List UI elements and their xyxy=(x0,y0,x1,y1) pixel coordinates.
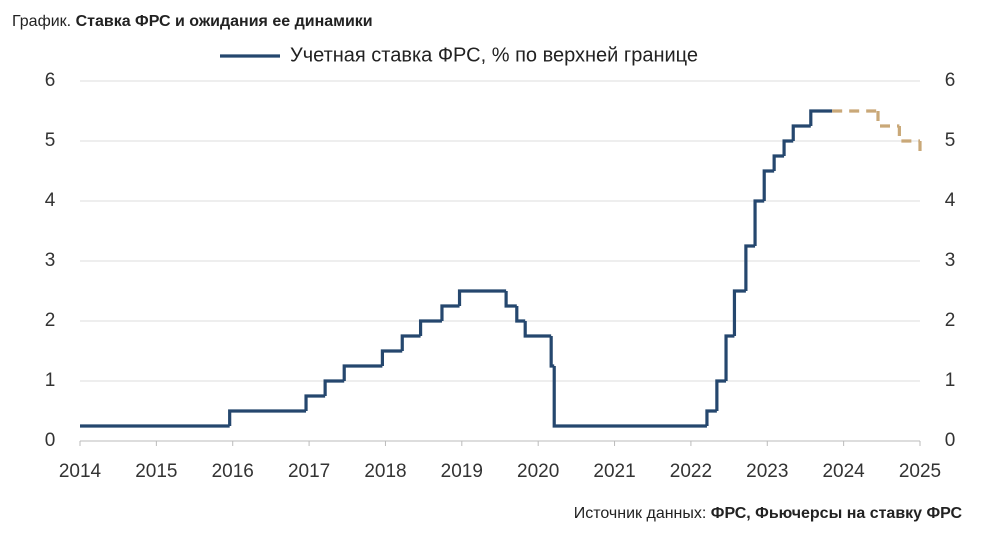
legend-label: Учетная ставка ФРС, % по верхней границе xyxy=(290,44,698,66)
y-tick-label: 4 xyxy=(45,190,56,211)
source-text: ФРС, Фьючерсы на ставку ФРС xyxy=(711,505,963,522)
line-step xyxy=(897,126,920,143)
line-step xyxy=(744,244,756,291)
line-step xyxy=(457,289,507,306)
line-step xyxy=(504,291,517,308)
line-step xyxy=(782,139,794,156)
line-step xyxy=(552,366,707,428)
y2-tick-label: 1 xyxy=(945,370,956,391)
line-step xyxy=(380,349,403,366)
x-tick-label: 2021 xyxy=(593,461,635,482)
title: Ставка ФРС и ожидания ее динамики xyxy=(76,13,373,30)
line-step xyxy=(440,304,460,321)
line-step xyxy=(400,334,421,351)
x-tick-label: 2019 xyxy=(441,461,483,482)
y-tick-label: 2 xyxy=(45,310,56,331)
line-step xyxy=(323,379,345,396)
title-prefix: График. xyxy=(12,13,71,30)
line-step xyxy=(715,379,727,411)
y-tick-label: 0 xyxy=(45,430,56,451)
line-step xyxy=(228,409,307,426)
line-step xyxy=(342,364,383,381)
line-step xyxy=(549,336,555,368)
y2-tick-label: 3 xyxy=(945,250,956,271)
chart-title: График. Ставка ФРС и ожидания ее динамик… xyxy=(12,13,373,30)
y2-tick-label: 5 xyxy=(945,130,956,151)
line-step xyxy=(876,111,900,128)
y2-tick-label: 2 xyxy=(945,310,956,331)
line-step xyxy=(791,124,811,141)
x-tick-label: 2022 xyxy=(670,461,712,482)
line-step xyxy=(809,109,833,126)
y2-tick-label: 6 xyxy=(945,70,956,91)
x-tick-label: 2014 xyxy=(59,461,102,482)
x-tick-label: 2015 xyxy=(135,461,177,482)
y2-tick-label: 4 xyxy=(945,190,956,211)
line-step xyxy=(515,306,526,323)
line-step xyxy=(732,289,746,336)
y-tick-label: 1 xyxy=(45,370,56,391)
line-step xyxy=(772,154,785,171)
x-tick-label: 2017 xyxy=(288,461,330,482)
y2-tick-label: 0 xyxy=(945,430,956,451)
source-prefix: Источник данных: xyxy=(574,505,707,522)
y-tick-label: 5 xyxy=(45,130,56,151)
line-step xyxy=(724,334,735,381)
x-tick-label: 2025 xyxy=(899,461,941,482)
y-tick-label: 6 xyxy=(45,70,56,91)
line-step xyxy=(753,199,765,246)
line-step xyxy=(705,409,717,426)
x-tick-label: 2024 xyxy=(822,461,865,482)
x-tick-label: 2016 xyxy=(212,461,254,482)
line-step xyxy=(762,169,775,201)
y-tick-label: 3 xyxy=(45,250,56,271)
line-step xyxy=(523,321,552,338)
source: Источник данных: ФРС, Фьючерсы на ставку… xyxy=(574,505,963,522)
line-step xyxy=(418,319,442,336)
x-tick-label: 2020 xyxy=(517,461,559,482)
x-tick-label: 2018 xyxy=(364,461,406,482)
x-tick-label: 2023 xyxy=(746,461,788,482)
line-step xyxy=(304,394,326,411)
